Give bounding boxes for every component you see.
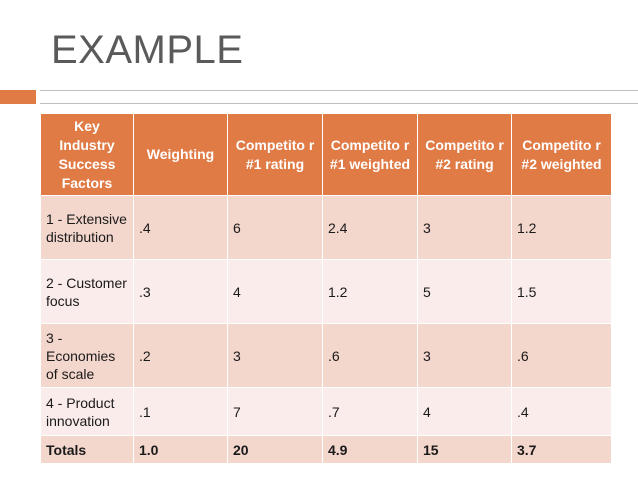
header-factors: Key Industry Success Factors	[40, 113, 134, 196]
table-row: 2 - Customer focus .3 4 1.2 5 1.5	[40, 259, 612, 324]
c2-weighted-cell: .4	[511, 387, 612, 436]
totals-c1-rating: 20	[227, 435, 323, 464]
weighting-cell: .2	[133, 323, 228, 388]
c1-rating-cell: 3	[227, 323, 323, 388]
slide-title: EXAMPLE	[51, 28, 244, 72]
c1-rating-cell: 6	[227, 195, 323, 260]
c2-rating-cell: 3	[417, 195, 512, 260]
header-c2-rating: Competito r #2 rating	[417, 113, 512, 196]
c2-weighted-cell: 1.2	[511, 195, 612, 260]
totals-c1-weighted: 4.9	[322, 435, 418, 464]
c1-rating-cell: 4	[227, 259, 323, 324]
c2-weighted-cell: .6	[511, 323, 612, 388]
weighting-cell: .1	[133, 387, 228, 436]
c1-weighted-cell: 1.2	[322, 259, 418, 324]
factor-cell: 2 - Customer focus	[40, 259, 134, 324]
title-divider	[40, 90, 638, 104]
header-row: Key Industry Success Factors Weighting C…	[40, 113, 612, 196]
totals-label: Totals	[40, 435, 134, 464]
weighting-cell: .3	[133, 259, 228, 324]
c1-weighted-cell: 2.4	[322, 195, 418, 260]
factor-cell: 3 - Economies of scale	[40, 323, 134, 388]
totals-c2-rating: 15	[417, 435, 512, 464]
c1-weighted-cell: .7	[322, 387, 418, 436]
table-row: 1 - Extensive distribution .4 6 2.4 3 1.…	[40, 195, 612, 260]
c2-weighted-cell: 1.5	[511, 259, 612, 324]
totals-weighting: 1.0	[133, 435, 228, 464]
table-row: 4 - Product innovation .1 7 .7 4 .4	[40, 387, 612, 436]
success-factors-table: Key Industry Success Factors Weighting C…	[40, 113, 612, 464]
c2-rating-cell: 4	[417, 387, 512, 436]
c2-rating-cell: 3	[417, 323, 512, 388]
header-c2-weighted: Competito r #2 weighted	[511, 113, 612, 196]
c1-weighted-cell: .6	[322, 323, 418, 388]
factor-cell: 1 - Extensive distribution	[40, 195, 134, 260]
totals-row: Totals 1.0 20 4.9 15 3.7	[40, 435, 612, 464]
header-c1-weighted: Competito r #1 weighted	[322, 113, 418, 196]
c2-rating-cell: 5	[417, 259, 512, 324]
accent-bar	[0, 90, 36, 104]
totals-c2-weighted: 3.7	[511, 435, 612, 464]
c1-rating-cell: 7	[227, 387, 323, 436]
factor-cell: 4 - Product innovation	[40, 387, 134, 436]
header-weighting: Weighting	[133, 113, 228, 196]
table-row: 3 - Economies of scale .2 3 .6 3 .6	[40, 323, 612, 388]
header-c1-rating: Competito r #1 rating	[227, 113, 323, 196]
weighting-cell: .4	[133, 195, 228, 260]
